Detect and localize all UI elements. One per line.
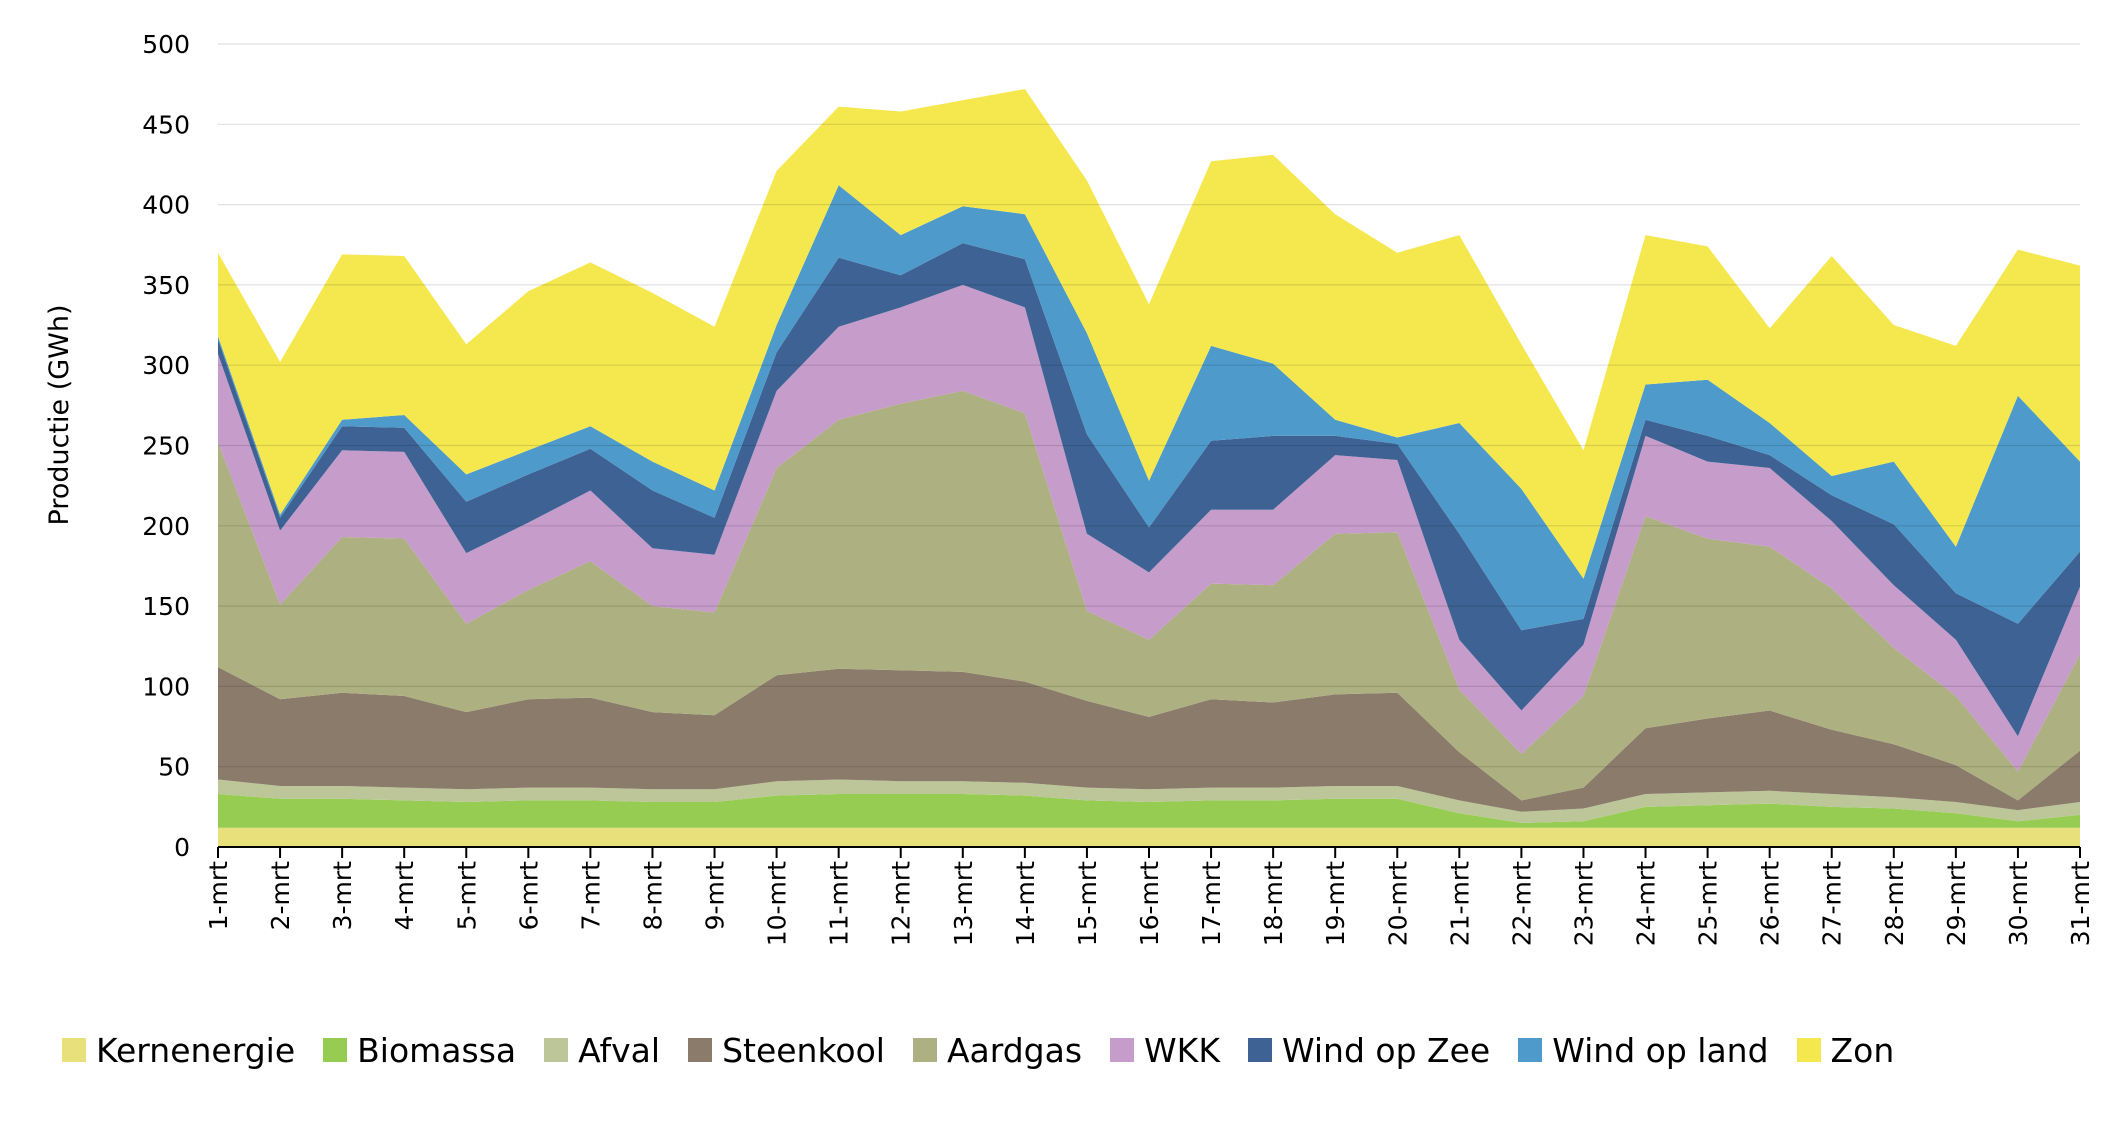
y-tick-label: 0 bbox=[174, 833, 190, 862]
x-tick-label: 28-mrt bbox=[1880, 861, 1909, 946]
y-tick-label: 150 bbox=[142, 592, 190, 621]
legend-swatch bbox=[1110, 1038, 1135, 1062]
legend-swatch bbox=[544, 1038, 569, 1062]
x-tick-label: 7-mrt bbox=[576, 861, 605, 931]
y-axis-label: Productie (GWh) bbox=[44, 304, 75, 525]
x-tick-label: 24-mrt bbox=[1632, 861, 1661, 946]
y-tick-label: 400 bbox=[142, 191, 190, 220]
x-tick-label: 29-mrt bbox=[1942, 861, 1971, 946]
x-tick-label: 5-mrt bbox=[452, 861, 481, 931]
legend-swatch bbox=[323, 1038, 348, 1062]
x-tick-label: 13-mrt bbox=[949, 861, 978, 946]
x-tick-label: 6-mrt bbox=[514, 861, 543, 931]
legend-label: Wind op land bbox=[1552, 1030, 1769, 1070]
x-axis: 1-mrt 2-mrt 3-mrt 4-mrt 5-mrt 6-mrt 7-mrt 8-mrt… bbox=[204, 846, 2095, 946]
y-tick-label: 450 bbox=[142, 110, 190, 139]
legend-label: Biomassa bbox=[357, 1030, 517, 1070]
x-tick-label: 25-mrt bbox=[1694, 861, 1723, 946]
legend-swatch bbox=[1247, 1038, 1272, 1062]
x-tick-label: 14-mrt bbox=[1011, 861, 1040, 946]
legend-label: Afval bbox=[578, 1030, 661, 1070]
area-kernenergie bbox=[218, 827, 2080, 847]
y-tick-label: 350 bbox=[142, 271, 190, 300]
x-tick-label: 22-mrt bbox=[1507, 861, 1536, 946]
x-tick-label: 26-mrt bbox=[1756, 861, 1785, 946]
legend-label: Aardgas bbox=[946, 1030, 1083, 1070]
x-tick-label: 10-mrt bbox=[763, 861, 792, 946]
x-tick-label: 3-mrt bbox=[328, 861, 357, 931]
legend-item: Zon bbox=[1796, 1030, 1895, 1070]
legend-item: Biomassa bbox=[323, 1031, 516, 1070]
area-biomassa bbox=[218, 794, 2080, 828]
x-tick-label: 30-mrt bbox=[2004, 861, 2033, 946]
legend-label: Kernenergie bbox=[96, 1030, 296, 1070]
x-tick-label: 31-mrt bbox=[2066, 861, 2095, 946]
legend: Kernenergie Biomassa Afval Steenkool Aardgas… bbox=[62, 1018, 2114, 1082]
legend-item: Aardgas bbox=[912, 1030, 1083, 1070]
x-tick-label: 2-mrt bbox=[266, 861, 295, 931]
x-tick-label: 19-mrt bbox=[1321, 861, 1350, 946]
area-zon bbox=[218, 89, 2080, 579]
legend-item: Kernenergie bbox=[62, 1031, 295, 1070]
legend-swatch bbox=[912, 1038, 937, 1062]
legend-item: Wind op land bbox=[1518, 1030, 1769, 1070]
x-tick-label: 18-mrt bbox=[1259, 861, 1288, 946]
y-tick-label: 250 bbox=[142, 432, 190, 461]
x-tick-label: 4-mrt bbox=[390, 861, 419, 931]
x-tick-label: 11-mrt bbox=[825, 861, 854, 946]
x-tick-label: 12-mrt bbox=[887, 861, 916, 946]
legend-label: WKK bbox=[1144, 1030, 1220, 1070]
area-afval bbox=[218, 779, 2080, 823]
y-tick-label: 500 bbox=[142, 30, 190, 59]
y-tick-label: 50 bbox=[158, 753, 190, 782]
legend-item: WKK bbox=[1110, 1031, 1220, 1070]
y-tick-label: 300 bbox=[142, 351, 190, 380]
y-axis: 0 50 100 150 200 250 300 350 400 450 500 bbox=[142, 30, 190, 862]
y-tick-label: 100 bbox=[142, 672, 190, 701]
gridlines bbox=[218, 43, 2080, 768]
legend-item: Wind op Zee bbox=[1247, 1030, 1491, 1070]
legend-item: Afval bbox=[544, 1031, 660, 1070]
x-tick-label: 16-mrt bbox=[1135, 861, 1164, 946]
y-tick-label: 200 bbox=[142, 512, 190, 541]
legend-swatch bbox=[1796, 1038, 1821, 1062]
area-aardgas bbox=[218, 390, 2080, 801]
legend-item: Steenkool bbox=[688, 1031, 885, 1070]
legend-label: Wind op Zee bbox=[1281, 1030, 1491, 1070]
area-wind-op-land bbox=[218, 185, 2080, 631]
x-tick-label: 17-mrt bbox=[1197, 861, 1226, 946]
x-tick-label: 21-mrt bbox=[1445, 861, 1474, 946]
area-wind-op-zee bbox=[218, 243, 2080, 737]
legend-label: Zon bbox=[1830, 1030, 1895, 1070]
x-tick-label: 20-mrt bbox=[1383, 861, 1412, 946]
area-wkk bbox=[218, 284, 2080, 772]
x-tick-label: 8-mrt bbox=[639, 861, 668, 931]
area-steenkool bbox=[218, 667, 2080, 812]
x-tick-label: 1-mrt bbox=[204, 861, 233, 931]
x-tick-label: 15-mrt bbox=[1073, 861, 1102, 946]
x-tick-label: 9-mrt bbox=[701, 861, 730, 931]
legend-swatch bbox=[1518, 1038, 1543, 1062]
legend-label: Steenkool bbox=[722, 1030, 885, 1070]
x-tick-label: 27-mrt bbox=[1818, 861, 1847, 946]
x-tick-label: 23-mrt bbox=[1570, 861, 1599, 946]
areas-layer bbox=[218, 89, 2080, 847]
legend-swatch bbox=[62, 1038, 86, 1062]
legend-swatch bbox=[688, 1038, 713, 1062]
